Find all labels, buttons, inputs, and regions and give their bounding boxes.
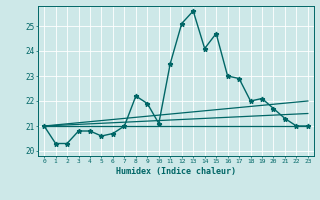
X-axis label: Humidex (Indice chaleur): Humidex (Indice chaleur): [116, 167, 236, 176]
